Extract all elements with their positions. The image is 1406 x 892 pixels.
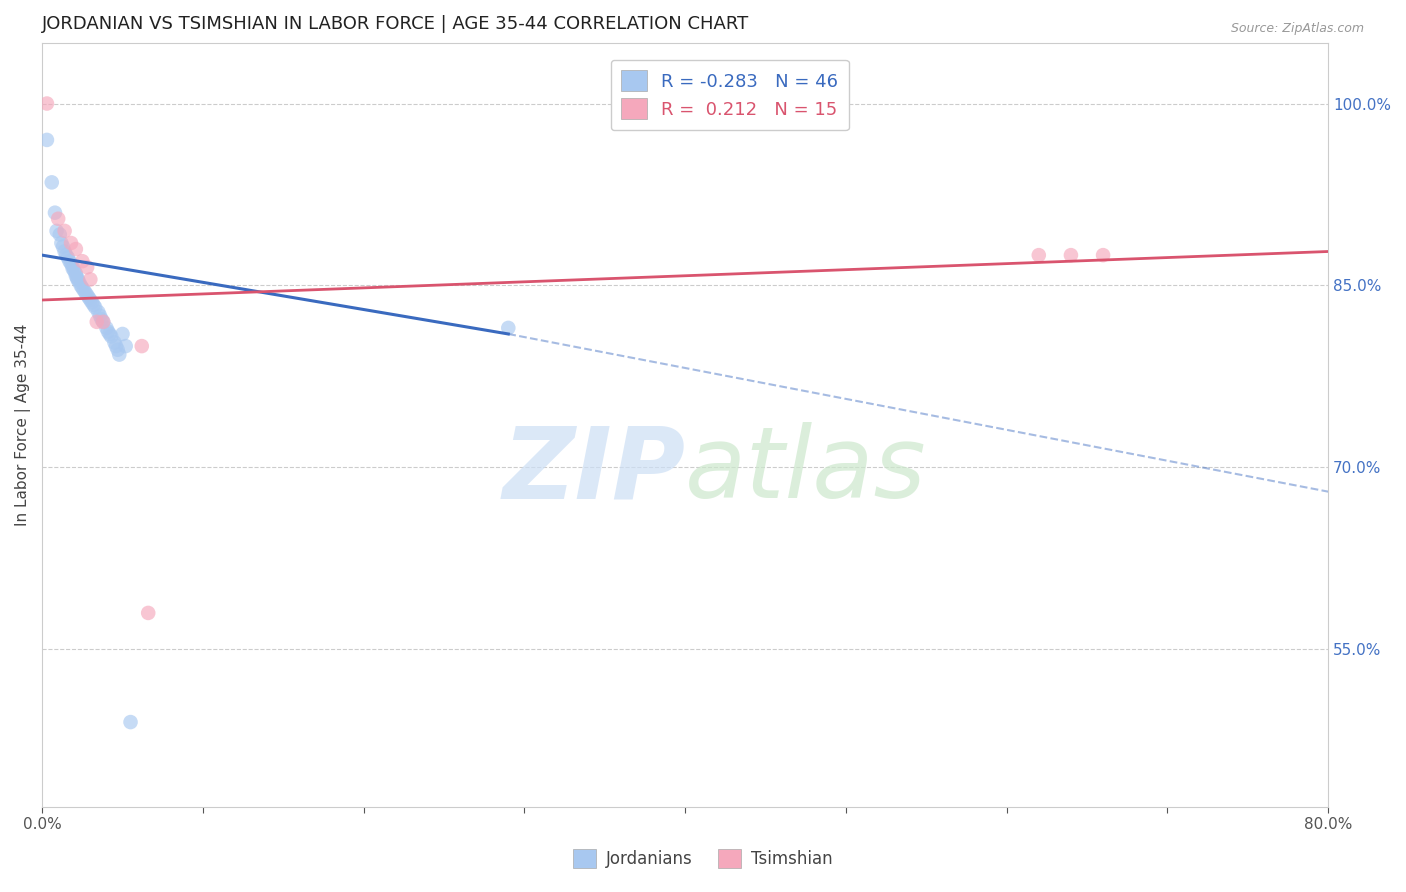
Point <box>60 235 83 250</box>
Point <box>120 715 142 730</box>
Point <box>103 335 125 350</box>
Point <box>51 235 73 250</box>
Point <box>96 321 118 335</box>
Point <box>62 259 84 273</box>
Y-axis label: In Labor Force | Age 35-44: In Labor Force | Age 35-44 <box>15 324 31 526</box>
Point <box>136 606 159 620</box>
Point <box>108 348 131 362</box>
Point <box>86 315 108 329</box>
Legend: Jordanians, Tsimshian: Jordanians, Tsimshian <box>567 842 839 875</box>
Point <box>83 298 105 312</box>
Point <box>100 329 122 343</box>
Point <box>79 293 101 307</box>
Point <box>52 240 75 254</box>
Point <box>91 315 114 329</box>
Point <box>131 339 153 353</box>
Point <box>1092 248 1115 262</box>
Point <box>65 266 87 280</box>
Point <box>1028 248 1050 262</box>
Point <box>69 278 91 293</box>
Point <box>45 224 67 238</box>
Point <box>98 326 121 341</box>
Point <box>76 260 98 275</box>
Point <box>53 244 76 259</box>
Point <box>73 283 96 297</box>
Point <box>79 272 101 286</box>
Point <box>35 96 58 111</box>
Point <box>72 281 94 295</box>
Text: Source: ZipAtlas.com: Source: ZipAtlas.com <box>1230 22 1364 36</box>
Point <box>76 288 98 302</box>
Point <box>53 224 76 238</box>
Point <box>58 254 80 268</box>
Point <box>56 251 79 265</box>
Text: atlas: atlas <box>685 422 927 519</box>
Point <box>87 305 110 319</box>
Point <box>62 261 84 276</box>
Point <box>65 242 87 256</box>
Legend: R = -0.283   N = 46, R =  0.212   N = 15: R = -0.283 N = 46, R = 0.212 N = 15 <box>610 60 849 130</box>
Point <box>91 315 114 329</box>
Point <box>66 271 89 285</box>
Point <box>63 264 86 278</box>
Point <box>35 133 58 147</box>
Point <box>1060 248 1083 262</box>
Point <box>66 272 89 286</box>
Point <box>114 339 136 353</box>
Point <box>65 268 87 283</box>
Point <box>41 175 63 189</box>
Point <box>80 295 103 310</box>
Text: ZIP: ZIP <box>502 422 685 519</box>
Point <box>72 254 94 268</box>
Text: JORDANIAN VS TSIMSHIAN IN LABOR FORCE | AGE 35-44 CORRELATION CHART: JORDANIAN VS TSIMSHIAN IN LABOR FORCE | … <box>42 15 749 33</box>
Point <box>97 325 120 339</box>
Point <box>67 275 90 289</box>
Point <box>89 309 111 323</box>
Point <box>49 227 72 242</box>
Point <box>55 248 77 262</box>
Point <box>111 326 134 341</box>
Point <box>105 339 128 353</box>
Point <box>498 321 520 335</box>
Point <box>75 285 97 300</box>
Point <box>44 205 66 219</box>
Point <box>107 343 129 357</box>
Point <box>60 257 83 271</box>
Point <box>46 211 69 226</box>
Point <box>84 300 107 314</box>
Point <box>90 312 112 326</box>
Point <box>77 291 100 305</box>
